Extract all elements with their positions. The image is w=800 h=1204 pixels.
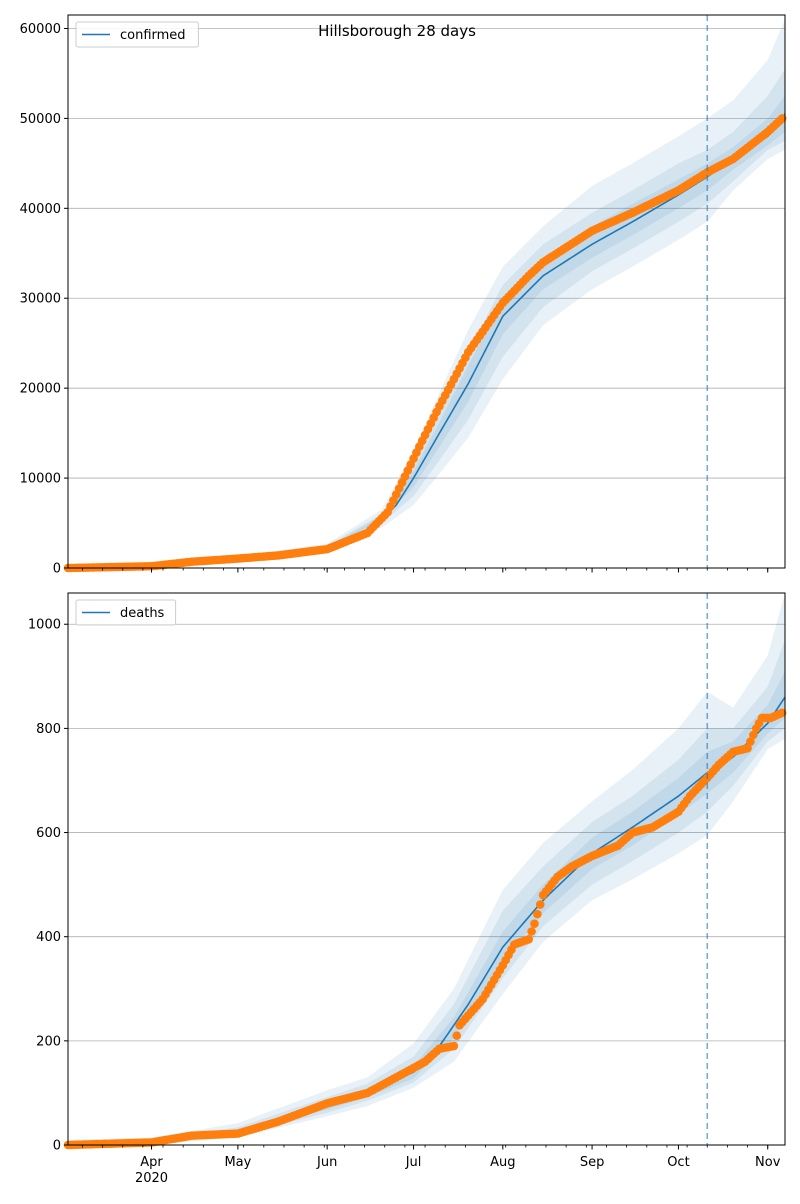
observed-point — [535, 900, 545, 909]
chart-title: Hillsborough 28 days — [318, 22, 476, 40]
observed-point — [524, 935, 534, 944]
x-tick-label: Nov — [755, 1155, 781, 1170]
x-tick-label: Aug — [490, 1155, 515, 1170]
y-tick-label: 200 — [36, 1034, 61, 1049]
observed-points — [63, 114, 787, 573]
legend-label: deaths — [120, 606, 165, 621]
observed-point — [777, 114, 787, 123]
observed-point — [749, 730, 758, 740]
y-tick-label: 60000 — [20, 22, 61, 37]
observed-point — [743, 743, 752, 753]
x-tick-label: Sep — [580, 1155, 605, 1170]
uncertainty-band-outer — [68, 593, 785, 1145]
x-tick-label: Jul — [405, 1155, 422, 1170]
y-tick-label: 800 — [36, 722, 61, 737]
observed-point — [533, 909, 542, 919]
uncertainty-band-outer — [68, 19, 785, 568]
y-tick-label: 20000 — [20, 382, 61, 397]
y-tick-label: 50000 — [20, 112, 61, 127]
observed-point — [452, 1031, 462, 1040]
axes-frame — [67, 14, 786, 569]
observed-point — [746, 737, 755, 746]
legend-box — [75, 599, 177, 626]
y-tick-label: 30000 — [20, 292, 61, 307]
y-tick-label: 600 — [36, 826, 61, 841]
observed-points — [63, 708, 787, 1150]
x-tick-label: May — [224, 1155, 251, 1170]
x-tick-label: Apr — [140, 1155, 163, 1170]
x-tick-sublabel: 2020 — [135, 1171, 168, 1186]
observed-point — [449, 1041, 459, 1051]
panel-1: 0 10000 20000 30000 40000 50000 60000 confirmed — [20, 14, 787, 577]
legend-label: confirmed — [120, 28, 186, 43]
y-tick-label: 40000 — [20, 202, 61, 217]
y-tick-label: 1000 — [28, 618, 61, 633]
legend: deaths — [75, 599, 177, 626]
uncertainty-band-middle — [68, 639, 785, 1145]
uncertainty-band-middle — [68, 68, 785, 568]
legend: confirmed — [75, 21, 199, 48]
observed-point — [530, 919, 539, 928]
y-tick-label: 400 — [36, 930, 61, 945]
axes-frame — [67, 592, 786, 1146]
y-tick-label: 0 — [53, 562, 61, 577]
x-tick-label: Jun — [316, 1155, 337, 1170]
observed-point — [777, 708, 787, 718]
y-tick-label: 10000 — [20, 472, 61, 487]
legend-box — [75, 21, 199, 48]
y-tick-label: 0 — [53, 1139, 61, 1154]
x-tick-label: Oct — [667, 1155, 689, 1170]
observed-point — [527, 927, 536, 936]
